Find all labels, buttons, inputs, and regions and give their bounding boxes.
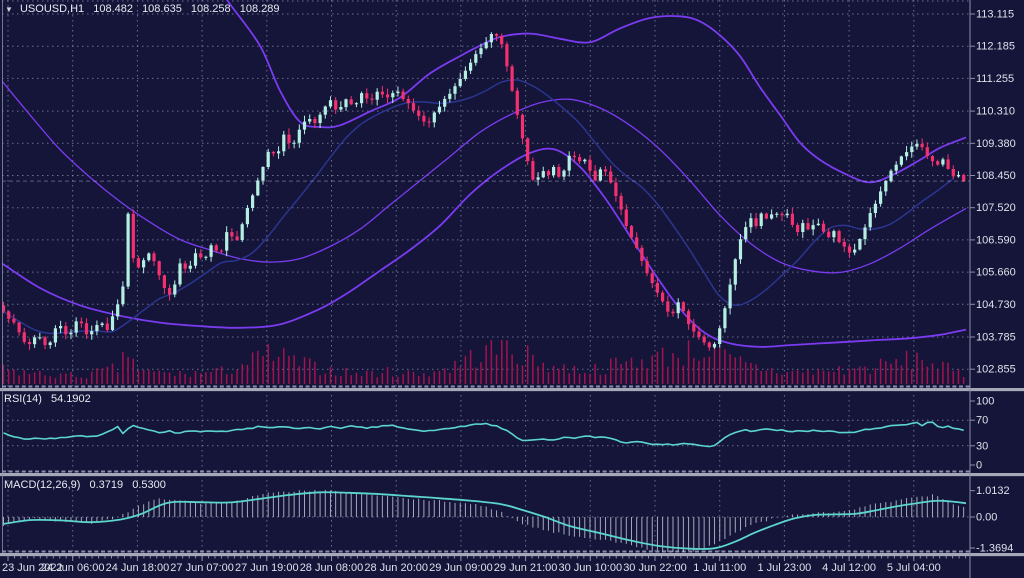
macd-main-value: 0.3719	[89, 479, 124, 491]
macd-indicator-label: MACD(12,26,9) 0.3719 0.5300	[4, 479, 172, 491]
axis-label: 108.450	[976, 170, 1016, 182]
open-price: 108.482	[93, 3, 133, 15]
rsi-name: RSI(14)	[4, 393, 42, 405]
axis-label: -1.3694	[976, 543, 1013, 555]
time-axis-label: 29 Jun 09:00	[429, 562, 493, 574]
axis-label: 109.380	[976, 138, 1016, 150]
axis-label: 0.00	[976, 512, 997, 524]
axis-label: 112.185	[976, 41, 1015, 53]
macd-name: MACD(12,26,9)	[4, 479, 81, 491]
rsi-indicator-label: RSI(14) 54.1902	[4, 393, 97, 405]
bollinger-lower-line	[2, 147, 967, 348]
time-axis-label: 23 Jun 2022	[2, 562, 63, 574]
close-price: 108.289	[239, 3, 280, 15]
axis-label: 113.115	[976, 9, 1014, 21]
grid-layer	[2, 0, 970, 553]
chart-header: ▼ USOUSD,H1 108.482 108.635 108.258 108.…	[5, 3, 285, 15]
rsi-line	[3, 421, 964, 448]
slow-ma-line	[3, 79, 954, 335]
axis-label: 102.855	[976, 364, 1016, 376]
expander-icon[interactable]: ▼	[5, 5, 13, 14]
time-axis-label: 27 Jun 19:00	[235, 562, 299, 574]
time-axis-label: 24 Jun 18:00	[106, 562, 170, 574]
axis-label: 107.520	[976, 202, 1016, 214]
axis-label: 1.0132	[976, 485, 1010, 497]
axis-label: 110.310	[976, 106, 1015, 118]
high-price: 108.635	[142, 3, 182, 15]
time-axis-label: 29 Jun 21:00	[494, 562, 558, 574]
macd-histogram	[3, 489, 965, 552]
candles-layer	[2, 32, 966, 351]
volume-layer	[2, 340, 965, 384]
time-axis-label: 28 Jun 08:00	[300, 562, 364, 574]
axis-label: 100	[976, 396, 994, 408]
time-axis-label: 5 Jul 04:00	[887, 562, 941, 574]
rsi-value: 54.1902	[50, 393, 91, 405]
macd-signal-value: 0.5300	[132, 479, 166, 491]
time-axis-label: 24 Jun 06:00	[41, 562, 105, 574]
bollinger-middle-line	[2, 79, 967, 274]
axis-label: 103.785	[976, 332, 1016, 344]
axis-label: 30	[976, 440, 988, 452]
panel-separators	[0, 388, 1024, 557]
time-axis-label: 30 Jun 10:00	[558, 562, 622, 574]
low-price: 108.258	[190, 3, 231, 15]
time-axis-label: 1 Jul 23:00	[757, 562, 811, 574]
axis-label: 106.590	[976, 234, 1016, 246]
time-axis-label: 4 Jul 12:00	[822, 562, 876, 574]
axis-label: 111.255	[976, 73, 1014, 85]
bollinger-upper-line	[225, 0, 967, 184]
axis-label: 0	[976, 460, 982, 472]
time-axis-label: 30 Jun 22:00	[623, 562, 687, 574]
time-axis-label: 27 Jun 07:00	[170, 562, 234, 574]
axis-label: 104.730	[976, 299, 1016, 311]
axis-label: 70	[976, 415, 988, 427]
symbol-timeframe-label: USOUSD,H1	[19, 3, 85, 15]
macd-signal-line	[2, 491, 967, 550]
bollinger-bands	[2, 0, 967, 348]
time-axis-label: 1 Jul 11:00	[693, 562, 746, 574]
time-axis-label: 28 Jun 20:00	[364, 562, 428, 574]
axis-label: 105.660	[976, 267, 1016, 279]
